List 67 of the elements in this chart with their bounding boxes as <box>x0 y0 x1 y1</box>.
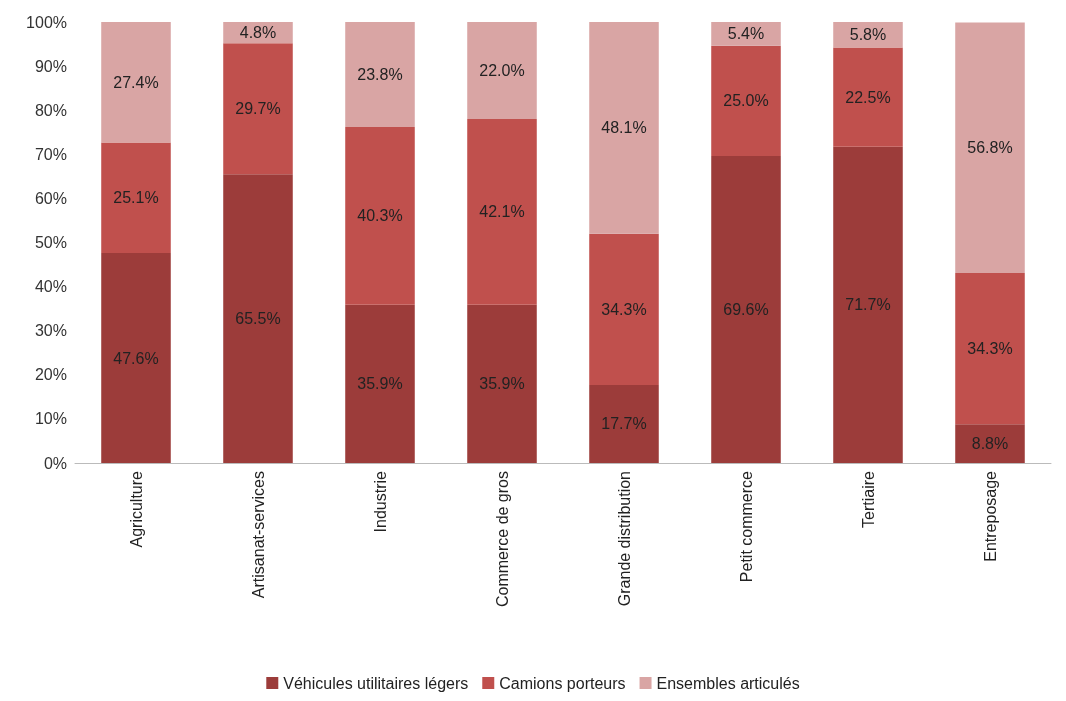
x-tick-label: Artisanat-services <box>249 471 267 599</box>
data-label: 71.7% <box>845 296 891 314</box>
bar <box>955 272 1025 425</box>
y-tick-label: 0% <box>43 454 67 472</box>
x-tick-label: Industrie <box>371 470 389 533</box>
bar <box>101 142 171 254</box>
data-label: 27.4% <box>113 73 159 91</box>
x-tick-label: Commerce de gros <box>493 471 511 608</box>
data-label: 25.1% <box>113 189 159 207</box>
bar <box>589 233 659 385</box>
y-tick-label: 60% <box>34 189 67 207</box>
bar <box>589 22 659 234</box>
x-tick-label: Agriculture <box>127 470 145 548</box>
x-tick-label: Entreposage <box>981 470 999 562</box>
bar <box>589 384 659 463</box>
bar <box>467 304 537 463</box>
bar <box>833 47 903 147</box>
x-tick-label: Petit commerce <box>737 470 755 583</box>
bar <box>345 304 415 463</box>
y-tick-label: 20% <box>34 366 67 384</box>
data-label: 34.3% <box>601 300 647 318</box>
bar <box>223 43 293 175</box>
data-label: 22.5% <box>845 88 891 106</box>
y-tick-label: 100% <box>26 13 67 31</box>
data-label: 22.0% <box>479 62 525 80</box>
y-tick-label: 30% <box>34 322 67 340</box>
data-label: 8.8% <box>971 435 1009 453</box>
bar <box>711 45 781 157</box>
data-label: 25.0% <box>723 92 769 110</box>
data-label: 65.5% <box>235 310 281 328</box>
data-label: 35.9% <box>357 375 403 393</box>
bar <box>833 146 903 463</box>
x-tick-label: Tertiaire <box>859 470 877 528</box>
y-tick-label: 40% <box>34 278 67 296</box>
bar <box>467 22 537 120</box>
y-tick-label: 10% <box>34 410 67 428</box>
bar <box>223 174 293 463</box>
data-label: 56.8% <box>967 139 1013 157</box>
data-label: 34.3% <box>967 340 1013 358</box>
y-tick-label: 50% <box>34 234 67 251</box>
data-label: 42.1% <box>479 203 525 221</box>
bar <box>467 119 537 305</box>
legend-label: Camions porteurs <box>499 674 626 692</box>
data-label: 17.7% <box>601 415 647 433</box>
data-label: 47.6% <box>113 349 159 367</box>
data-label: 40.3% <box>357 207 403 225</box>
y-tick-label: 90% <box>34 57 67 75</box>
x-tick-label: Grande distribution <box>615 471 633 607</box>
y-tick-label: 70% <box>34 145 67 163</box>
bar <box>345 22 415 127</box>
data-label: 48.1% <box>601 119 647 137</box>
bar <box>101 22 171 143</box>
data-label: 69.6% <box>723 301 769 319</box>
bar <box>345 126 415 305</box>
data-label: 35.9% <box>479 375 525 393</box>
legend-label: Véhicules utilitaires légers <box>283 674 469 692</box>
bar <box>101 253 171 463</box>
data-label: 5.8% <box>849 26 887 44</box>
bar <box>955 22 1025 273</box>
data-label: 4.8% <box>239 24 277 42</box>
data-label: 23.8% <box>357 65 403 83</box>
data-label: 5.4% <box>727 25 765 43</box>
legend-label: Ensembles articulés <box>656 674 800 692</box>
y-tick-label: 80% <box>34 101 67 119</box>
data-label: 29.7% <box>235 100 281 118</box>
bar <box>955 424 1025 463</box>
bar <box>711 156 781 463</box>
